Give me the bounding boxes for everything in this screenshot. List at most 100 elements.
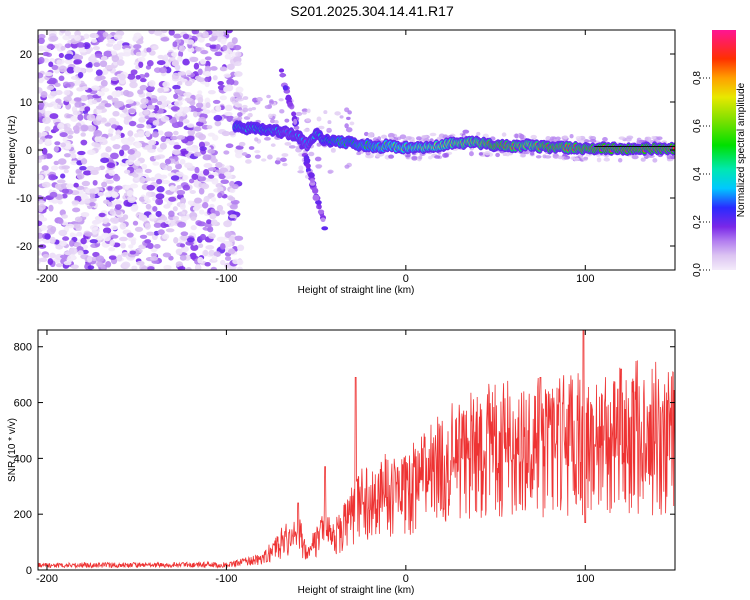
heatmap-cell — [155, 210, 162, 218]
heatmap-cell — [282, 85, 289, 91]
heatmap-cell — [186, 237, 195, 243]
heatmap-cell — [103, 50, 113, 58]
heatmap-cell — [205, 245, 215, 250]
heatmap-cell — [54, 141, 61, 146]
heatmap-cell — [102, 31, 109, 38]
heatmap-cell — [248, 107, 253, 112]
heatmap-cell — [135, 39, 144, 45]
colorbar-tick-label: 0.6 — [692, 119, 703, 133]
heatmap-cell — [41, 181, 51, 188]
heatmap-cell — [40, 224, 48, 231]
heatmap-cell — [93, 62, 101, 68]
heatmap-cell — [81, 180, 91, 187]
heatmap-cell — [59, 132, 68, 138]
heatmap-cell — [327, 169, 334, 174]
heatmap-cell — [144, 177, 152, 182]
heatmap-cell — [103, 227, 112, 234]
heatmap-cell — [87, 265, 95, 270]
heatmap-cell — [64, 83, 71, 88]
y-tick-label: 800 — [14, 342, 32, 354]
y-tick-label: 600 — [14, 398, 32, 410]
heatmap-cell — [38, 33, 46, 40]
heatmap-cell — [144, 144, 153, 151]
heatmap-cell — [201, 201, 209, 209]
heatmap-cell — [184, 162, 193, 169]
heatmap-cell — [150, 252, 158, 258]
heatmap-cell — [120, 137, 129, 145]
heatmap-cell — [207, 167, 217, 172]
heatmap-cell — [157, 229, 165, 236]
heatmap-cell — [189, 189, 196, 195]
heatmap-cell — [266, 94, 271, 99]
heatmap-cell — [312, 194, 320, 201]
heatmap-cell — [88, 197, 97, 203]
heatmap-cell — [298, 165, 304, 171]
heatmap-cell — [270, 143, 276, 147]
heatmap-cell — [640, 157, 646, 162]
heatmap-cell — [194, 204, 201, 211]
heatmap-cell — [514, 133, 519, 139]
heatmap-cell — [72, 125, 80, 132]
heatmap-cell — [50, 165, 59, 171]
heatmap-cell — [168, 210, 175, 218]
heatmap-cell — [74, 35, 81, 41]
heatmap-cell — [63, 153, 72, 158]
heatmap-cell — [84, 106, 91, 112]
heatmap-cell — [148, 30, 156, 35]
heatmap-cell — [170, 175, 180, 181]
heatmap-cell — [303, 128, 310, 133]
heatmap-cell — [204, 76, 210, 83]
heatmap-cell — [121, 144, 130, 151]
heatmap-cell — [230, 199, 240, 205]
heatmap-cell — [90, 85, 100, 91]
heatmap-cell — [70, 153, 77, 159]
heatmap-cell — [55, 263, 63, 268]
heatmap-cell — [216, 204, 224, 212]
heatmap-cell — [203, 249, 209, 257]
heatmap-cell — [176, 81, 183, 86]
heatmap-cell — [144, 72, 150, 78]
heatmap-cell — [306, 108, 311, 114]
heatmap-cell — [49, 35, 59, 42]
heatmap-cell — [229, 187, 236, 193]
heatmap-cell — [224, 256, 232, 262]
heatmap-cell — [169, 185, 176, 192]
heatmap-cell — [165, 228, 175, 233]
heatmap-cell — [179, 243, 186, 248]
heatmap-cell — [233, 92, 241, 98]
heatmap-cell — [159, 162, 166, 167]
heatmap-cell — [344, 164, 350, 169]
heatmap-cell — [207, 148, 216, 154]
heatmap-cell — [213, 251, 221, 258]
heatmap-cell — [223, 73, 232, 78]
heatmap-cell — [95, 255, 105, 263]
heatmap-cell — [190, 244, 199, 251]
heatmap-cell — [55, 98, 62, 104]
heatmap-cell — [198, 175, 207, 182]
heatmap-cell — [111, 50, 117, 56]
heatmap-cell — [183, 92, 192, 97]
heatmap-cell — [236, 266, 243, 270]
heatmap-cell — [405, 136, 412, 141]
heatmap-cell — [141, 163, 148, 170]
heatmap-cell — [155, 193, 165, 200]
heatmap-cell — [279, 157, 287, 162]
heatmap-cell — [197, 256, 204, 264]
heatmap-cell — [134, 142, 143, 149]
heatmap-cell — [162, 252, 172, 258]
heatmap-cell — [210, 266, 218, 270]
heatmap-cell — [108, 247, 116, 252]
heatmap-cell — [157, 87, 164, 94]
heatmap-cell — [651, 135, 656, 140]
heatmap-cell — [89, 188, 96, 194]
heatmap-cell — [79, 94, 88, 102]
heatmap-cell — [48, 204, 54, 212]
heatmap-cell — [225, 143, 234, 149]
heatmap-cell — [544, 155, 552, 159]
heatmap-cell — [38, 158, 42, 163]
heatmap-cell — [502, 152, 507, 157]
heatmap-cell — [187, 128, 196, 136]
heatmap-cell — [207, 90, 216, 95]
heatmap-cell — [89, 239, 98, 244]
heatmap-cell — [67, 255, 74, 263]
